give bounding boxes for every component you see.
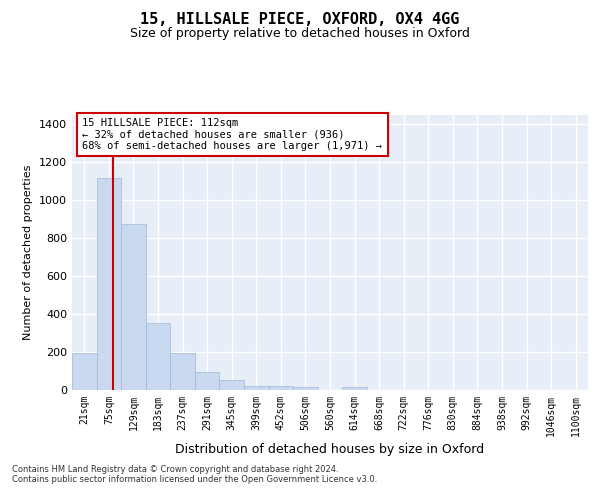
Bar	[121, 224, 146, 390]
Bar	[220, 380, 244, 390]
Bar	[342, 388, 367, 390]
Bar	[195, 372, 220, 390]
Y-axis label: Number of detached properties: Number of detached properties	[23, 165, 34, 340]
Bar	[170, 353, 195, 390]
Bar	[244, 386, 269, 390]
Bar	[97, 178, 121, 390]
Text: 15, HILLSALE PIECE, OXFORD, OX4 4GG: 15, HILLSALE PIECE, OXFORD, OX4 4GG	[140, 12, 460, 28]
X-axis label: Distribution of detached houses by size in Oxford: Distribution of detached houses by size …	[175, 443, 485, 456]
Bar	[146, 323, 170, 390]
Text: Size of property relative to detached houses in Oxford: Size of property relative to detached ho…	[130, 28, 470, 40]
Bar	[293, 387, 318, 390]
Bar	[72, 352, 97, 390]
Bar	[269, 386, 293, 390]
Text: Contains HM Land Registry data © Crown copyright and database right 2024.: Contains HM Land Registry data © Crown c…	[12, 466, 338, 474]
Text: Contains public sector information licensed under the Open Government Licence v3: Contains public sector information licen…	[12, 476, 377, 484]
Text: 15 HILLSALE PIECE: 112sqm
← 32% of detached houses are smaller (936)
68% of semi: 15 HILLSALE PIECE: 112sqm ← 32% of detac…	[82, 118, 382, 151]
